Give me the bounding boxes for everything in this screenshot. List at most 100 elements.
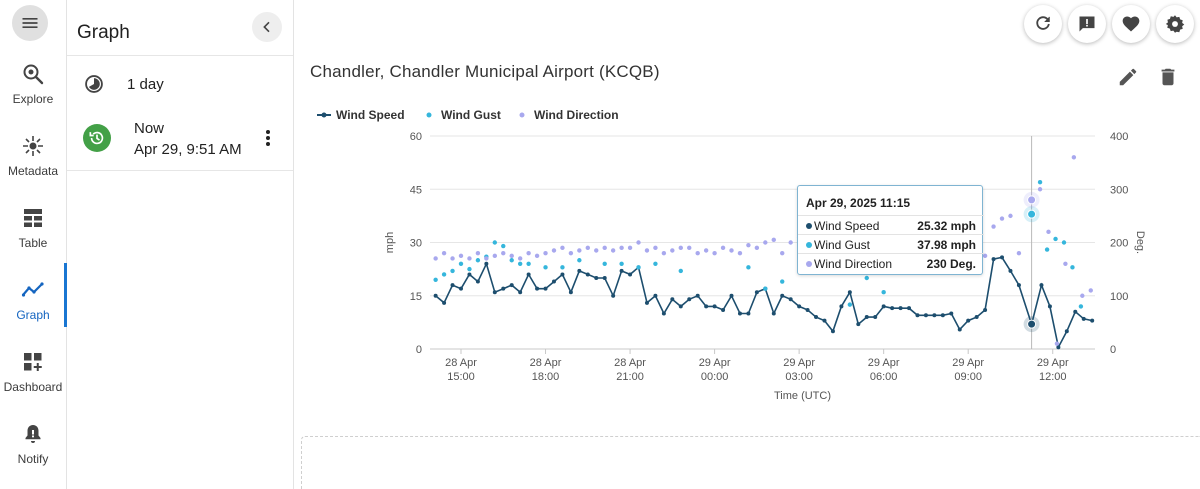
wind-direction-point: [441, 250, 447, 256]
wind-speed-point: [847, 290, 852, 295]
wind-speed-point: [966, 318, 971, 323]
time-value: Apr 29, 9:51 AM: [134, 141, 242, 158]
wind-direction-point: [509, 253, 514, 259]
y-tick-label-left: 60: [410, 131, 422, 143]
wind-direction-point: [780, 250, 785, 256]
duration-label: 1 day: [127, 76, 164, 93]
wind-direction-point: [1071, 155, 1077, 160]
y-tick-label-left: 45: [410, 184, 422, 196]
wind-speed-point: [704, 304, 709, 309]
wind-speed-point: [661, 311, 666, 316]
wind-speed-point: [1008, 268, 1013, 273]
wind-speed-point: [746, 311, 751, 316]
wind-direction-point: [619, 245, 624, 251]
wind-gust-point: [1061, 240, 1067, 245]
wind-speed-point: [754, 290, 759, 295]
wind-direction-point: [729, 248, 734, 253]
wind-speed-point: [484, 261, 489, 266]
wind-gust-point: [678, 268, 683, 274]
wind-speed-point: [543, 286, 548, 291]
feedback-icon: [1079, 16, 1095, 32]
rail-item-metadata[interactable]: Metadata: [0, 132, 66, 192]
x-tick-label: 09:00: [954, 371, 982, 383]
wind-speed-point: [873, 315, 878, 320]
settings-button[interactable]: [1156, 5, 1194, 43]
wind-direction-point: [1088, 288, 1093, 293]
y-axis-label-right: Deg.: [1134, 231, 1146, 254]
wind-speed-point: [535, 286, 540, 291]
wind-gust-point: [526, 261, 531, 266]
wind-gust-point: [475, 258, 481, 263]
feedback-button[interactable]: [1068, 5, 1106, 43]
wind-direction-point: [594, 248, 599, 253]
wind-gust-point: [780, 279, 785, 284]
wind-speed-point: [1016, 283, 1021, 288]
wind-chart[interactable]: 0 15 30 45 60 0 100 200 300 400 mph Deg. 28 Apr 15:00…: [295, 100, 1200, 410]
series-dot: [806, 242, 812, 248]
wind-direction-point: [534, 253, 540, 259]
more-options-button[interactable]: [260, 128, 276, 148]
wind-speed-point: [653, 293, 658, 298]
rail-item-dashboard[interactable]: Dashboard: [0, 348, 66, 408]
collapse-panel-button[interactable]: [252, 12, 282, 42]
wind-direction-point: [771, 237, 776, 243]
y-axis-label-left: mph: [384, 232, 396, 253]
tooltip-series-value: 25.32 mph: [917, 219, 976, 233]
delete-graph-button[interactable]: [1157, 66, 1181, 90]
tooltip-series-value: 37.98 mph: [917, 238, 976, 252]
tooltip-series-name: Wind Speed: [814, 219, 880, 233]
graph-panel: Graph 1 day Now Apr 29, 9:51 A: [67, 0, 294, 489]
legend-swatch-dot: [321, 112, 327, 118]
hover-marker: [1027, 209, 1037, 219]
legend-swatch-dot: [519, 112, 525, 118]
wind-gust-point: [1078, 304, 1084, 309]
wind-speed-point: [526, 272, 531, 277]
y-tick-label-left: 30: [410, 238, 422, 250]
wind-speed-point: [611, 293, 616, 298]
tooltip-series-name: Wind Gust: [814, 238, 871, 252]
wind-speed-point: [577, 268, 582, 273]
time-selector[interactable]: Now Apr 29, 9:51 AM: [67, 112, 293, 168]
tooltip-row-wind-speed: Wind Speed 25.32 mph: [798, 215, 984, 234]
x-tick-label: 29 Apr: [699, 357, 731, 369]
wind-speed-line: [435, 256, 1093, 350]
rail-item-label: Explore: [12, 92, 54, 106]
wind-speed-point: [940, 313, 945, 318]
wind-direction-point: [602, 245, 607, 251]
wind-direction-point: [720, 245, 726, 251]
tooltip-series-value: 230 Deg.: [926, 257, 976, 271]
wind-direction-point: [999, 216, 1005, 221]
metadata-icon: [23, 136, 43, 156]
kebab-icon: [266, 130, 270, 146]
rail-item-notify[interactable]: Notify: [0, 420, 66, 480]
hamburger-icon: [22, 18, 38, 28]
wind-speed-point: [433, 293, 438, 298]
rail-item-table[interactable]: Table: [0, 204, 66, 264]
chart-tooltip: Apr 29, 2025 11:15 Wind Speed 25.32 mph …: [797, 185, 984, 275]
wind-speed-point: [602, 276, 607, 280]
wind-direction-point: [737, 250, 743, 256]
wind-speed-point: [712, 304, 717, 309]
refresh-button[interactable]: [1024, 5, 1062, 43]
time-label: Now: [134, 120, 165, 137]
wind-speed-point: [695, 293, 700, 298]
wind-direction-point: [636, 240, 641, 245]
rail-item-graph[interactable]: Graph: [0, 276, 66, 336]
duration-selector[interactable]: 1 day: [67, 64, 293, 104]
favorite-button[interactable]: [1112, 5, 1150, 43]
wind-speed-point: [442, 300, 447, 305]
wind-speed-point: [1039, 283, 1044, 288]
wind-speed-point: [864, 315, 869, 320]
wind-gust-point: [433, 277, 438, 282]
menu-button[interactable]: [12, 5, 48, 41]
rail-item-explore[interactable]: Explore: [0, 60, 66, 120]
edit-graph-button[interactable]: [1117, 66, 1141, 90]
wind-gust-point: [509, 258, 514, 263]
wind-direction-point: [763, 240, 768, 245]
wind-direction-point: [568, 250, 574, 256]
x-tick-label: 21:00: [616, 371, 644, 383]
wind-direction-point: [670, 248, 675, 253]
add-graph-dropzone[interactable]: [301, 436, 1200, 489]
wind-gust-point: [450, 268, 455, 274]
